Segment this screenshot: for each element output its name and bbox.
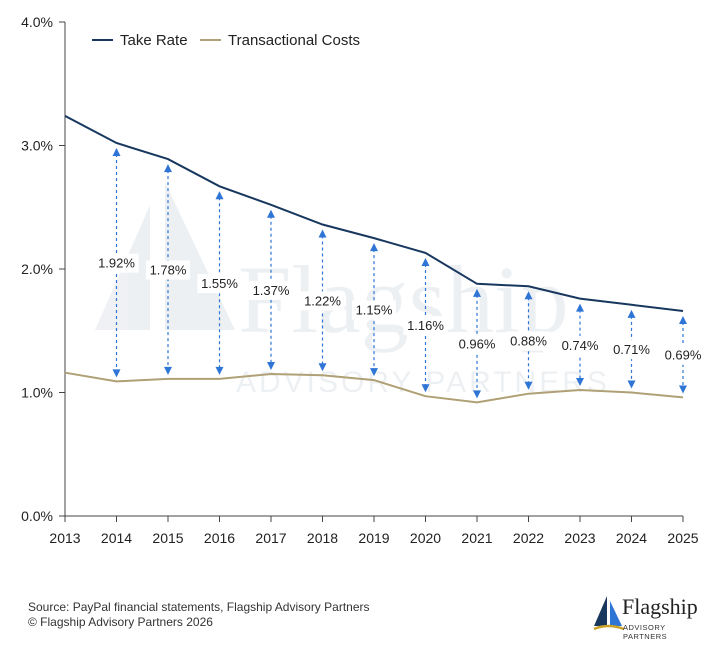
copyright-note: © Flagship Advisory Partners 2026 bbox=[28, 615, 213, 629]
spread-arrow-head-down bbox=[421, 384, 430, 393]
spread-arrow-head-up bbox=[267, 209, 275, 218]
spread-label: 0.74% bbox=[562, 338, 599, 353]
y-tick-label: 1.0% bbox=[21, 385, 53, 401]
y-tick-label: 2.0% bbox=[21, 261, 53, 277]
spread-arrow-head-down bbox=[318, 363, 327, 372]
legend-label-transactional-costs: Transactional Costs bbox=[228, 32, 360, 49]
spread-label: 1.16% bbox=[407, 318, 444, 333]
spread-label-bg bbox=[403, 316, 448, 336]
x-tick-label: 2022 bbox=[513, 530, 544, 546]
spread-arrow-head-up bbox=[524, 291, 533, 300]
x-tick-label: 2025 bbox=[667, 530, 698, 546]
spread-arrow-head-up bbox=[370, 243, 378, 252]
spread-arrow-head-up bbox=[679, 315, 687, 324]
spread-label: 1.37% bbox=[253, 283, 290, 298]
spread-label-bg bbox=[94, 253, 139, 273]
spread-arrow-head-down bbox=[112, 369, 121, 378]
x-tick-label: 2024 bbox=[616, 530, 647, 546]
spread-arrow-head-down bbox=[267, 361, 275, 370]
x-tick-label: 2015 bbox=[152, 530, 183, 546]
watermark-flag-icon-2 bbox=[165, 182, 235, 330]
spread-label: 1.55% bbox=[201, 276, 238, 291]
spread-label: 1.78% bbox=[150, 263, 187, 278]
spread-label: 0.96% bbox=[459, 337, 496, 352]
x-tick-label: 2014 bbox=[101, 530, 132, 546]
x-tick-label: 2018 bbox=[307, 530, 338, 546]
spread-arrow-head-up bbox=[473, 288, 481, 297]
spread-label-bg bbox=[352, 300, 396, 320]
spread-label-bg bbox=[558, 335, 602, 355]
spread-arrow-head-down bbox=[576, 378, 584, 387]
spread-label: 1.15% bbox=[356, 303, 393, 318]
spread-arrow-head-down bbox=[473, 390, 481, 399]
spread-arrow-head-down bbox=[524, 381, 533, 390]
spread-label: 0.71% bbox=[613, 342, 650, 357]
spread-label-bg bbox=[506, 331, 551, 351]
spread-label-bg bbox=[249, 280, 293, 300]
watermark: Flagship ADVISORY PARTNERS bbox=[95, 182, 610, 399]
legend: Take Rate Transactional Costs bbox=[92, 32, 360, 49]
spread-label-bg bbox=[300, 291, 345, 311]
logo-wordmark: Flagship bbox=[622, 594, 698, 619]
spread-label: 1.92% bbox=[98, 256, 135, 271]
spread-label-bg bbox=[661, 345, 705, 365]
logo-subtitle: ADVISORY PARTNERS bbox=[623, 623, 668, 641]
spread-label-bg bbox=[146, 260, 190, 280]
spread-arrow-head-up bbox=[576, 303, 584, 312]
spread-label: 0.69% bbox=[665, 348, 702, 363]
axes: 0.0% 1.0% 2.0% 3.0% 4.0% 2013 2014 2015 2016 2017… bbox=[21, 14, 699, 546]
series-lines bbox=[64, 115, 684, 404]
spread-arrow-head-up bbox=[164, 164, 172, 173]
spread-arrow-head-up bbox=[318, 229, 327, 238]
x-tick-label: 2019 bbox=[358, 530, 389, 546]
watermark-subtitle: ADVISORY PARTNERS bbox=[236, 366, 610, 399]
y-tick-label: 4.0% bbox=[21, 14, 53, 30]
spread-label-bg bbox=[455, 334, 499, 354]
spread-arrow-head-up bbox=[215, 191, 224, 200]
spread-arrow-head-up bbox=[627, 309, 636, 318]
spread-label: 1.22% bbox=[304, 293, 341, 308]
spread-arrow-head-down bbox=[164, 366, 172, 375]
x-tick-label: 2020 bbox=[410, 530, 441, 546]
x-tick-label: 2017 bbox=[255, 530, 286, 546]
spread-label-bg bbox=[609, 340, 654, 360]
source-note: Source: PayPal financial statements, Fla… bbox=[28, 600, 370, 614]
spread-label: 0.88% bbox=[510, 334, 547, 349]
spread-arrows: 1.92% 1.78% 1.55% 1.37% 1.22% 1.15% 1.16% 0.96%… bbox=[94, 148, 705, 399]
x-tick-label: 2013 bbox=[49, 530, 80, 546]
x-tick-label: 2021 bbox=[461, 530, 492, 546]
spread-arrow-head-down bbox=[370, 368, 378, 377]
spread-arrow-head-up bbox=[112, 148, 121, 157]
spread-arrow-head-down bbox=[679, 385, 687, 394]
x-tick-label: 2023 bbox=[564, 530, 595, 546]
series-line-transactional-costs bbox=[64, 371, 684, 404]
legend-label-take-rate: Take Rate bbox=[120, 32, 188, 49]
brand-logo: Flagship ADVISORY PARTNERS bbox=[592, 592, 712, 641]
y-tick-label: 3.0% bbox=[21, 138, 53, 154]
spread-arrow-head-up bbox=[421, 257, 430, 266]
footer: Source: PayPal financial statements, Fla… bbox=[28, 600, 370, 630]
spread-arrow-head-down bbox=[627, 380, 636, 389]
x-tick-label: 2016 bbox=[204, 530, 235, 546]
spread-arrow-head-down bbox=[215, 366, 224, 375]
y-tick-label: 0.0% bbox=[21, 508, 53, 524]
take-rate-chart: Flagship ADVISORY PARTNERS 0.0% 1.0% 2.0% 3… bbox=[21, 14, 705, 546]
series-line-take-rate bbox=[64, 115, 684, 312]
spread-label-bg bbox=[197, 274, 242, 294]
flag-logo-icon bbox=[593, 596, 625, 631]
